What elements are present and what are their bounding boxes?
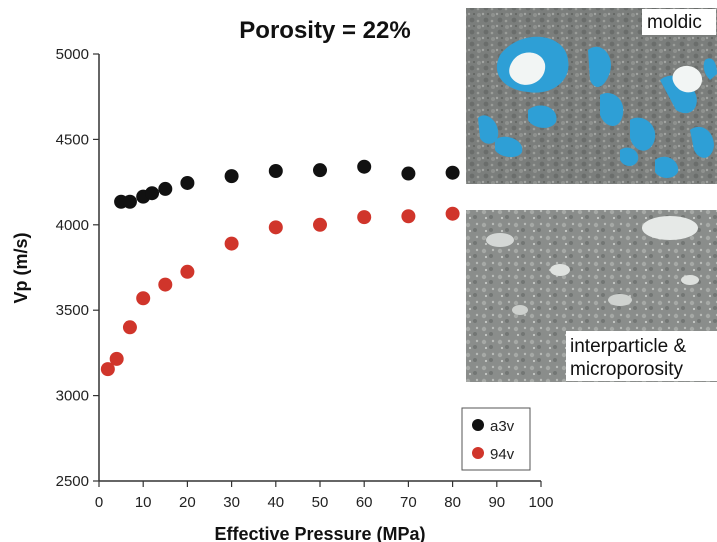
data-point-94v	[122, 320, 137, 335]
photo-label-box	[642, 9, 716, 35]
x-tick-label: 70	[400, 494, 417, 511]
x-tick-label: 40	[267, 494, 284, 511]
y-tick-label: 3500	[56, 302, 89, 319]
blue-pore	[630, 117, 656, 151]
y-tick-label: 4000	[56, 217, 89, 234]
photo-label-box	[566, 331, 717, 381]
blue-pore	[655, 156, 679, 178]
y-tick-label: 2500	[56, 473, 89, 490]
legend-marker-a3v	[472, 419, 484, 431]
x-tick-label: 0	[95, 494, 103, 511]
x-tick-label: 100	[528, 494, 553, 511]
data-point-94v	[136, 291, 151, 306]
data-point-a3v	[145, 186, 160, 201]
photo-moldic: moldic	[466, 8, 717, 184]
blue-pore	[620, 147, 639, 166]
legend-marker-94v	[472, 447, 484, 459]
photo-label-moldic: moldic	[647, 12, 702, 33]
x-ticks: 0 10 20 30 40 50 60 70 80 90 100	[95, 481, 554, 511]
photo-label-interparticle: interparticle &	[570, 336, 686, 357]
data-point-a3v	[313, 163, 327, 178]
x-tick-label: 30	[223, 494, 240, 511]
x-tick-label: 10	[135, 494, 152, 511]
y-tick-label: 5000	[56, 46, 89, 63]
data-point-a3v	[357, 159, 372, 174]
chart-title: Porosity = 22%	[239, 17, 410, 44]
data-point-a3v	[180, 175, 195, 190]
data-point-a3v	[224, 169, 239, 184]
photo-label-microporosity: microporosity	[570, 359, 683, 380]
light-grain	[486, 233, 514, 247]
blue-pore	[600, 92, 624, 126]
light-grain	[550, 264, 570, 276]
blue-pore	[703, 58, 717, 80]
data-point-94v	[224, 236, 239, 251]
x-tick-label: 50	[312, 494, 329, 511]
x-tick-label: 80	[444, 494, 461, 511]
blue-pore	[588, 46, 611, 87]
blue-pore	[690, 126, 714, 158]
white-vug	[672, 65, 703, 93]
white-vug	[509, 52, 546, 85]
data-point-a3v	[401, 166, 416, 181]
legend-label-94v: 94v	[490, 446, 515, 463]
blue-pore	[495, 136, 523, 158]
light-grain	[608, 294, 632, 306]
x-tick-label: 90	[488, 494, 505, 511]
data-point-94v	[313, 217, 327, 232]
photo-interparticle: interparticle & microporosity	[466, 210, 717, 382]
data-point-94v	[401, 209, 416, 224]
data-point-94v	[109, 351, 124, 366]
data-point-94v	[158, 277, 173, 292]
y-tick-label: 4500	[56, 131, 89, 148]
y-axis-title: Vp (m/s)	[11, 232, 31, 303]
legend-box	[461, 407, 531, 471]
blue-pore	[478, 115, 499, 144]
light-grain	[642, 216, 698, 240]
data-point-a3v	[445, 165, 460, 180]
data-point-94v	[180, 264, 195, 279]
y-ticks: 2500 3000 3500 4000 4500 5000	[56, 46, 99, 490]
y-tick-label: 3000	[56, 388, 89, 405]
legend-label-a3v: a3v	[490, 418, 515, 435]
data-point-94v	[357, 210, 372, 225]
legend: a3v 94v	[461, 407, 531, 471]
data-point-94v	[445, 206, 460, 221]
light-grain	[681, 275, 699, 285]
light-grain	[512, 305, 528, 315]
data-point-94v	[100, 362, 115, 377]
x-tick-label: 60	[356, 494, 373, 511]
blue-pore	[528, 105, 557, 128]
data-point-a3v	[268, 163, 283, 178]
data-point-a3v	[158, 181, 173, 196]
data-point-94v	[268, 220, 283, 235]
data-points	[100, 159, 460, 377]
data-point-a3v	[122, 194, 137, 209]
x-tick-label: 20	[179, 494, 196, 511]
x-axis-title: Effective Pressure (MPa)	[214, 524, 425, 542]
